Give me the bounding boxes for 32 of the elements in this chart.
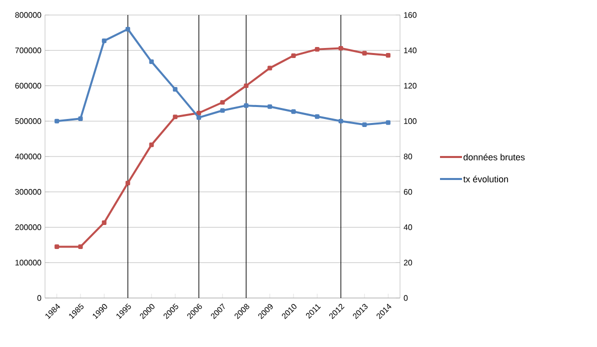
- point: [291, 53, 296, 58]
- point: [362, 50, 367, 56]
- point: [220, 100, 225, 105]
- point: [268, 66, 272, 70]
- point: [362, 122, 367, 127]
- point: [338, 118, 344, 124]
- point: [196, 110, 202, 116]
- legend-label: données brutes: [464, 154, 525, 160]
- point: [126, 26, 130, 32]
- point: [102, 220, 106, 225]
- point: [386, 53, 390, 58]
- point: [338, 46, 344, 51]
- legend-label: tx évolution: [463, 176, 508, 182]
- point: [291, 109, 296, 114]
- point: [78, 116, 83, 121]
- point: [149, 142, 154, 148]
- point: [220, 108, 225, 113]
- point: [54, 118, 60, 124]
- point: [244, 83, 248, 88]
- point: [54, 244, 60, 249]
- point: [314, 47, 320, 52]
- point: [244, 103, 248, 108]
- point: [314, 114, 320, 119]
- point: [386, 120, 390, 125]
- point: [196, 115, 202, 120]
- point: [172, 86, 178, 92]
- point: [172, 114, 178, 120]
- point: [149, 59, 154, 64]
- point: [78, 244, 83, 249]
- point: [126, 180, 130, 186]
- point: [268, 104, 272, 109]
- point: [102, 38, 106, 44]
